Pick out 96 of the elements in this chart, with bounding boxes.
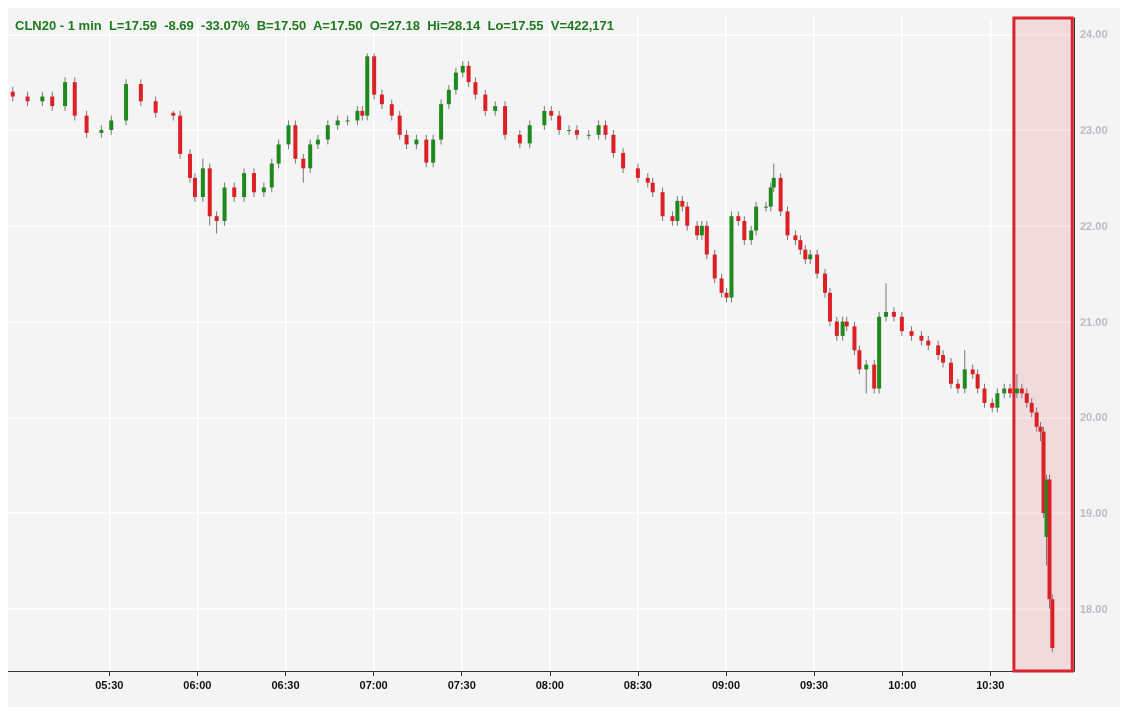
candlestick [567,124,572,136]
candlestick [884,282,888,323]
candlestick [798,234,803,255]
candlestick [188,148,193,184]
candlestick [431,134,436,168]
candlestick [286,119,291,150]
x-tick-label: 08:30 [623,678,652,691]
y-tick-label: 20.00 [1080,411,1108,424]
candlestick [675,195,680,227]
candlestick [941,349,946,368]
candlestick [192,172,197,203]
candlestick [153,96,158,119]
x-tick-label: 06:00 [183,678,212,691]
y-tick-label: 19.00 [1080,507,1108,520]
candlestick [695,220,700,241]
candlestick [397,110,402,141]
candlestick [742,215,747,246]
candlestick [840,316,845,342]
chart-title: CLN20 - 1 min L=17.59 -8.69 -33.07% B=17.50 A=17.50 O=27.18 Hi=28.14 Lo=17.55 V=422,171 [15,18,614,33]
candlestick [355,105,360,126]
x-tick-label: 06:30 [271,678,300,691]
candlestick [719,273,724,299]
candlestick [754,201,759,236]
candlestick [84,110,89,139]
candlestick [276,139,281,169]
candlestick [483,89,488,117]
candlestick [214,210,219,234]
candlestick [242,167,247,203]
candlestick [785,206,790,241]
candlestick [586,129,591,141]
candlestick [936,340,941,361]
x-tick-label: 09:00 [711,678,741,691]
candlestick [834,316,839,342]
candlestick [301,153,306,184]
candlestick [574,124,579,141]
candlestick [269,158,274,193]
candlestick [685,201,690,232]
x-tick-label: 09:30 [800,678,829,691]
candlestick [308,139,313,174]
candlestick [857,344,862,375]
candlestick [596,119,601,141]
candlestick [962,349,967,394]
y-tick-label: 24.00 [1080,28,1108,41]
candlestick [389,98,394,121]
candlestick [1029,397,1034,418]
candlestick [899,311,904,337]
candlestick [542,105,547,131]
y-tick-label: 22.00 [1080,219,1108,232]
candlestick [446,84,451,110]
candlestick [764,201,769,212]
candlestick [466,60,471,88]
y-tick-label: 18.00 [1080,602,1108,615]
candlestick [660,186,665,222]
candlestick [635,163,640,184]
x-tick-label: 07:30 [447,678,476,691]
candlestick [949,357,954,390]
candlestick [63,76,68,112]
candlestick [424,134,429,168]
y-tick-label: 21.00 [1080,315,1108,328]
candlestick [815,249,820,279]
candlestick [852,321,857,356]
candlestick [517,129,522,149]
x-tick-label: 10:30 [976,678,1005,691]
x-tick-label: 05:30 [95,678,124,691]
y-tick-label: 23.00 [1080,124,1108,137]
candlestick [995,388,1000,413]
candlestick [803,244,808,265]
candlestick [603,119,608,141]
x-tick-label: 07:00 [359,678,388,691]
candlestick [557,110,562,136]
candlestick [404,129,409,150]
candlestick [138,78,143,107]
candlestick [975,368,980,394]
x-tick-label: 10:00 [888,678,917,691]
candlestick [379,89,384,110]
candlestick [749,225,754,246]
candlestick [650,177,655,198]
x-tick-label: 08:00 [535,678,564,691]
candlestick [109,115,114,136]
candlestick [527,119,532,149]
candlestick [1024,388,1029,409]
candlestick [823,268,828,299]
candlestick [699,220,704,241]
candlestick [621,147,626,174]
candlestick [251,167,256,198]
candlestick [955,378,960,394]
candlestick [453,67,458,96]
candlestick [891,306,896,323]
candlestick [50,91,55,112]
candlestick [232,182,237,203]
candlestick [325,119,330,145]
candlestick [712,249,717,284]
candlestick [611,129,616,159]
candlestick [872,359,877,394]
candlestick [473,76,478,100]
candlestick [982,383,987,409]
